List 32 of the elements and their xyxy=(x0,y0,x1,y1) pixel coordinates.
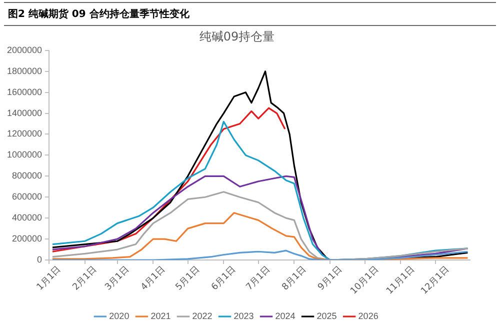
y-tick-label: 0 xyxy=(37,254,42,264)
x-tick-label: 11月1日 xyxy=(384,264,417,297)
y-tick-label: 800000 xyxy=(12,170,42,181)
y-tick-label: 1200000 xyxy=(6,128,42,139)
x-tick-label: 3月1日 xyxy=(104,264,132,293)
legend-label: 2025 xyxy=(316,310,337,321)
x-tick-label: 4月1日 xyxy=(139,264,168,293)
x-tick-label: 10月1日 xyxy=(349,264,381,297)
y-tick-label: 200000 xyxy=(12,234,42,244)
legend-label: 2020 xyxy=(109,310,130,321)
x-tick-label: 6月1日 xyxy=(210,264,238,293)
legend-label: 2021 xyxy=(150,310,171,321)
legend-label: 2024 xyxy=(275,310,296,321)
x-tick-label: 7月1日 xyxy=(244,264,273,293)
y-tick-label: 1400000 xyxy=(6,108,42,118)
y-tick-label: 1800000 xyxy=(6,66,42,76)
chart-title: 图2 纯碱期货 09 合约持仓量季节性变化 xyxy=(4,2,496,26)
legend-label: 2023 xyxy=(234,310,254,321)
x-tick-label: 1月1日 xyxy=(35,264,64,293)
legend-label: 2022 xyxy=(192,310,212,321)
y-tick-label: 600000 xyxy=(12,192,42,202)
y-tick-label: 400000 xyxy=(12,212,42,223)
x-tick-label: 12月1日 xyxy=(420,264,452,297)
x-tick-label: 9月1日 xyxy=(316,264,344,293)
y-tick-label: 2000000 xyxy=(6,44,42,55)
x-tick-label: 8月1日 xyxy=(280,264,308,293)
chart-subtitle: 纯碱09持仓量 xyxy=(199,29,275,44)
y-tick-label: 1000000 xyxy=(6,150,42,160)
y-tick-label: 1600000 xyxy=(6,86,42,97)
legend-label: 2026 xyxy=(358,310,378,321)
x-tick-label: 2月1日 xyxy=(71,264,100,293)
x-tick-label: 5月1日 xyxy=(174,264,202,293)
